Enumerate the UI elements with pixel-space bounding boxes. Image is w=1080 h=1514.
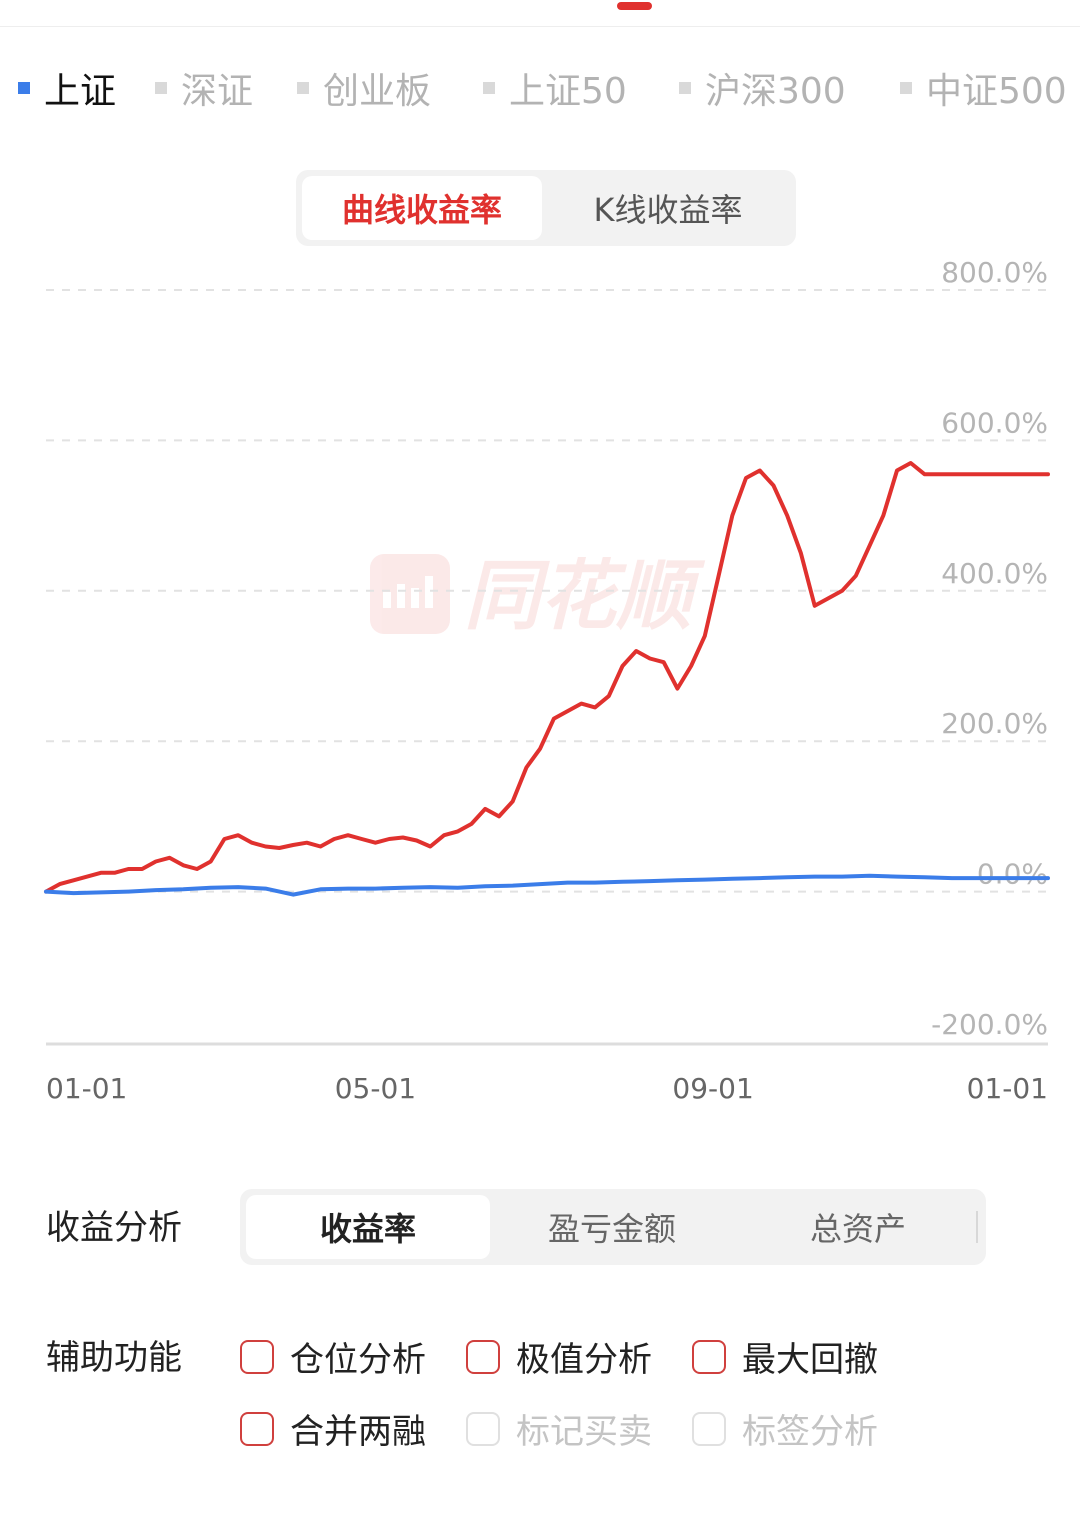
aux-position-analysis-checkbox[interactable]: 仓位分析 (240, 1332, 426, 1381)
index-tab-bar: 上证 深证 创业板 上证50 沪深300 中证500 (0, 62, 1080, 114)
aux-section-label: 辅助功能 (46, 1338, 182, 1378)
aux-item-label: 标记买卖 (516, 1412, 652, 1452)
analysis-tab-group: 收益率 盈亏金额 总资产 (240, 1189, 986, 1265)
top-drag-indicator (617, 2, 652, 10)
grid-layer: 800.0% 600.0% 400.0% 200.0% 0.0% -200.0% (46, 256, 1048, 1041)
portfolio-yield-line (44, 461, 1050, 894)
legend-square-icon (679, 82, 691, 94)
checkbox-icon (466, 1411, 500, 1446)
legend-square-icon (18, 82, 30, 94)
checkbox-icon (692, 1411, 726, 1446)
tonghuashun-logo-icon (370, 554, 450, 634)
y-tick-label: 800.0% (941, 256, 1048, 289)
checkbox-icon (240, 1339, 274, 1374)
y-tick-label: 600.0% (941, 406, 1048, 439)
series-layer (44, 461, 1050, 897)
x-tick-label: 01-01 (967, 1072, 1048, 1105)
x-axis: 01-01 05-01 09-01 01-01 (46, 1042, 1048, 1105)
checkbox-icon (466, 1339, 500, 1374)
kline-yield-button[interactable]: K线收益率 (593, 191, 743, 229)
index-tab-label: 创业板 (323, 71, 432, 112)
yield-chart[interactable]: 同花顺 800.0% 600.0% 400.0% 200.0% 0.0% -200.0% … (0, 250, 1080, 1130)
index-tab-shenzhen[interactable]: 深证 (155, 62, 253, 114)
analysis-tab-divider (976, 1211, 978, 1243)
aux-tag-analysis-checkbox: 标签分析 (692, 1404, 878, 1453)
index-tab-chinext[interactable]: 创业板 (297, 62, 431, 114)
aux-merge-margin-checkbox[interactable]: 合并两融 (240, 1404, 426, 1453)
index-tab-csi300[interactable]: 沪深300 (679, 62, 846, 114)
aux-item-label: 合并两融 (290, 1412, 426, 1452)
analysis-tab-total-assets[interactable]: 总资产 (809, 1210, 906, 1248)
aux-item-label: 最大回撤 (742, 1340, 878, 1380)
x-tick-label: 01-01 (46, 1072, 127, 1105)
aux-item-label: 仓位分析 (290, 1340, 426, 1380)
shanghai-index-line (44, 873, 1050, 897)
logo-bar (383, 592, 391, 608)
curve-yield-button[interactable]: 曲线收益率 (302, 176, 542, 240)
aux-item-label: 极值分析 (516, 1340, 652, 1380)
watermark-text: 同花顺 (464, 551, 706, 640)
analysis-tab-profit-amount[interactable]: 盈亏金额 (547, 1210, 676, 1248)
aux-max-drawdown-checkbox[interactable]: 最大回撤 (692, 1332, 878, 1381)
yield-chart-svg: 同花顺 800.0%600.0%400.0%200.0%0.0%-200.0% … (44, 256, 1050, 1105)
index-tab-label: 上证50 (509, 71, 627, 112)
y-tick-label: 200.0% (941, 707, 1048, 740)
legend-square-icon (155, 82, 167, 94)
y-tick-label: -200.0% (931, 1008, 1048, 1041)
index-tab-csi500[interactable]: 中证500 (900, 62, 1067, 114)
y-tick-label: 400.0% (941, 557, 1048, 590)
aux-extreme-analysis-checkbox[interactable]: 极值分析 (466, 1332, 652, 1381)
index-tab-label: 深证 (181, 71, 254, 112)
yield-mode-toggle: 曲线收益率 K线收益率 (296, 170, 796, 246)
x-tick-label: 05-01 (335, 1072, 416, 1105)
watermark: 同花顺 (370, 551, 706, 640)
aux-item-label: 标签分析 (742, 1412, 878, 1452)
logo-bar (411, 588, 419, 608)
x-tick-label: 09-01 (672, 1072, 753, 1105)
index-tab-label: 上证 (44, 71, 117, 112)
legend-square-icon (297, 82, 309, 94)
analysis-tab-yield[interactable]: 收益率 (246, 1195, 490, 1259)
legend-square-icon (483, 82, 495, 94)
checkbox-icon (240, 1411, 274, 1446)
logo-bar (425, 576, 433, 608)
aux-mark-trades-checkbox: 标记买卖 (466, 1404, 652, 1453)
top-divider (0, 26, 1080, 27)
index-tab-label: 沪深300 (705, 71, 846, 112)
index-tab-sse50[interactable]: 上证50 (483, 62, 627, 114)
logo-bar (397, 584, 405, 608)
checkbox-icon (692, 1339, 726, 1374)
index-tab-label: 中证500 (926, 71, 1067, 112)
legend-square-icon (900, 82, 912, 94)
analysis-section-label: 收益分析 (46, 1208, 182, 1248)
y-tick-label: 0.0% (977, 858, 1048, 891)
index-tab-shanghai[interactable]: 上证 (18, 62, 116, 114)
